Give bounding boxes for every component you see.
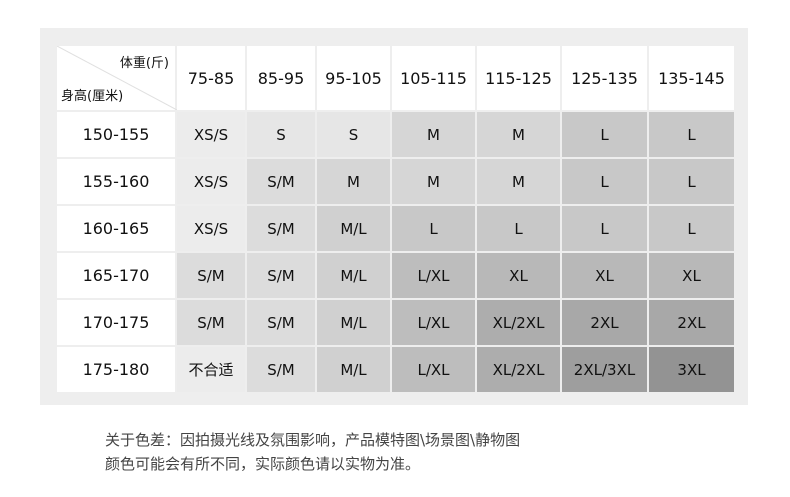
weight-header: 115-125 bbox=[475, 44, 562, 112]
size-cell: 不合适 bbox=[175, 345, 247, 394]
size-cell: 2XL bbox=[560, 298, 649, 347]
height-label: 175-180 bbox=[55, 345, 177, 394]
disclaimer-line-2: 颜色可能会有所不同，实际颜色请以实物为准。 bbox=[105, 455, 421, 473]
size-cell: XS/S bbox=[175, 204, 247, 253]
color-disclaimer: 关于色差：因拍摄光线及氛围影响，产品模特图\场景图\静物图 颜色可能会有所不同，… bbox=[105, 428, 520, 476]
size-cell: S bbox=[315, 110, 392, 159]
size-cell: 3XL bbox=[647, 345, 736, 394]
height-label: 165-170 bbox=[55, 251, 177, 300]
size-cell: M/L bbox=[315, 345, 392, 394]
weight-header: 75-85 bbox=[175, 44, 247, 112]
header-row: 体重(斤) 身高(厘米) 75-85 85-95 95-105 105-115 115-… bbox=[55, 44, 736, 112]
table-row: 160-165 XS/S S/M M/L L L L L bbox=[55, 204, 736, 253]
size-cell: 2XL bbox=[647, 298, 736, 347]
size-cell: L bbox=[560, 110, 649, 159]
weight-axis-label: 体重(斤) bbox=[119, 56, 169, 71]
size-cell: XL bbox=[475, 251, 562, 300]
height-label: 150-155 bbox=[55, 110, 177, 159]
size-cell: S bbox=[245, 110, 317, 159]
table-row: 155-160 XS/S S/M M M M L L bbox=[55, 157, 736, 206]
size-cell: XL/2XL bbox=[475, 345, 562, 394]
size-cell: M bbox=[390, 157, 477, 206]
size-cell: S/M bbox=[175, 251, 247, 300]
size-cell: XS/S bbox=[175, 157, 247, 206]
size-cell: L bbox=[390, 204, 477, 253]
size-cell: M/L bbox=[315, 298, 392, 347]
table-row: 175-180 不合适 S/M M/L L/XL XL/2XL 2XL/3XL 3XL bbox=[55, 345, 736, 394]
height-axis-label: 身高(厘米) bbox=[61, 89, 124, 104]
size-cell: XL/2XL bbox=[475, 298, 562, 347]
table-row: 170-175 S/M S/M M/L L/XL XL/2XL 2XL 2XL bbox=[55, 298, 736, 347]
weight-header: 95-105 bbox=[315, 44, 392, 112]
size-cell: M bbox=[390, 110, 477, 159]
height-label: 160-165 bbox=[55, 204, 177, 253]
size-cell: S/M bbox=[245, 204, 317, 253]
size-cell: M/L bbox=[315, 251, 392, 300]
size-cell: M bbox=[475, 110, 562, 159]
table-row: 150-155 XS/S S S M M L L bbox=[55, 110, 736, 159]
size-cell: S/M bbox=[245, 157, 317, 206]
size-cell: M bbox=[315, 157, 392, 206]
size-cell: XL bbox=[647, 251, 736, 300]
size-cell: XS/S bbox=[175, 110, 247, 159]
size-cell: L bbox=[647, 157, 736, 206]
size-cell: M bbox=[475, 157, 562, 206]
weight-header: 125-135 bbox=[560, 44, 649, 112]
size-chart-table: 体重(斤) 身高(厘米) 75-85 85-95 95-105 105-115 115-… bbox=[55, 44, 736, 394]
size-cell: XL bbox=[560, 251, 649, 300]
size-cell: S/M bbox=[245, 345, 317, 394]
size-cell: S/M bbox=[245, 251, 317, 300]
size-cell: L bbox=[475, 204, 562, 253]
weight-header: 105-115 bbox=[390, 44, 477, 112]
size-cell: 2XL/3XL bbox=[560, 345, 649, 394]
size-cell: L bbox=[560, 204, 649, 253]
size-cell: M/L bbox=[315, 204, 392, 253]
size-cell: L/XL bbox=[390, 345, 477, 394]
disclaimer-line-1: 关于色差：因拍摄光线及氛围影响，产品模特图\场景图\静物图 bbox=[105, 431, 521, 449]
weight-header: 85-95 bbox=[245, 44, 317, 112]
table-row: 165-170 S/M S/M M/L L/XL XL XL XL bbox=[55, 251, 736, 300]
size-cell: L/XL bbox=[390, 251, 477, 300]
height-label: 170-175 bbox=[55, 298, 177, 347]
size-cell: S/M bbox=[175, 298, 247, 347]
size-cell: L bbox=[647, 204, 736, 253]
size-cell: S/M bbox=[245, 298, 317, 347]
corner-cell: 体重(斤) 身高(厘米) bbox=[55, 44, 177, 112]
size-cell: L bbox=[647, 110, 736, 159]
size-cell: L/XL bbox=[390, 298, 477, 347]
weight-header: 135-145 bbox=[647, 44, 736, 112]
diagonal-divider bbox=[57, 46, 177, 110]
size-cell: L bbox=[560, 157, 649, 206]
height-label: 155-160 bbox=[55, 157, 177, 206]
